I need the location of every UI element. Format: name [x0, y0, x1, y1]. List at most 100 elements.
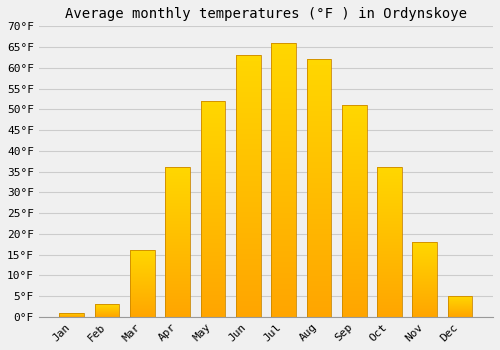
Bar: [236, 149, 260, 155]
Bar: [200, 291, 226, 295]
Bar: [342, 274, 366, 279]
Bar: [236, 186, 260, 191]
Bar: [271, 59, 296, 65]
Bar: [236, 76, 260, 82]
Bar: [236, 254, 260, 259]
Bar: [342, 215, 366, 219]
Bar: [166, 191, 190, 194]
Bar: [271, 120, 296, 125]
Bar: [236, 290, 260, 296]
Bar: [412, 250, 437, 251]
Bar: [412, 303, 437, 305]
Bar: [306, 234, 331, 240]
Bar: [342, 147, 366, 152]
Bar: [200, 269, 226, 274]
Bar: [377, 221, 402, 224]
Bar: [236, 55, 260, 317]
Bar: [236, 259, 260, 265]
Bar: [271, 300, 296, 306]
Bar: [377, 188, 402, 191]
Bar: [448, 306, 472, 307]
Bar: [236, 312, 260, 317]
Bar: [200, 192, 226, 196]
Bar: [342, 245, 366, 249]
Bar: [342, 300, 366, 304]
Bar: [306, 204, 331, 209]
Bar: [236, 170, 260, 176]
Bar: [166, 308, 190, 311]
Bar: [271, 273, 296, 279]
Bar: [236, 233, 260, 238]
Bar: [236, 92, 260, 97]
Bar: [130, 293, 155, 294]
Bar: [342, 114, 366, 118]
Bar: [130, 257, 155, 258]
Bar: [200, 235, 226, 239]
Bar: [342, 109, 366, 114]
Bar: [377, 287, 402, 290]
Bar: [377, 215, 402, 218]
Bar: [377, 269, 402, 272]
Bar: [130, 264, 155, 265]
Bar: [412, 273, 437, 275]
Bar: [271, 257, 296, 262]
Bar: [412, 314, 437, 315]
Bar: [412, 296, 437, 298]
Bar: [236, 244, 260, 249]
Bar: [448, 310, 472, 311]
Bar: [342, 279, 366, 283]
Bar: [342, 152, 366, 156]
Bar: [342, 186, 366, 190]
Bar: [377, 206, 402, 209]
Bar: [130, 274, 155, 276]
Bar: [271, 191, 296, 196]
Bar: [377, 293, 402, 296]
Bar: [236, 97, 260, 103]
Bar: [200, 282, 226, 287]
Bar: [306, 75, 331, 80]
Bar: [200, 313, 226, 317]
Bar: [306, 291, 331, 296]
Bar: [200, 252, 226, 256]
Bar: [271, 163, 296, 169]
Bar: [377, 167, 402, 317]
Bar: [236, 265, 260, 270]
Bar: [94, 304, 120, 317]
Bar: [377, 233, 402, 236]
Bar: [306, 198, 331, 204]
Bar: [271, 289, 296, 295]
Bar: [412, 269, 437, 271]
Bar: [236, 181, 260, 186]
Bar: [200, 131, 226, 135]
Bar: [166, 242, 190, 245]
Bar: [412, 248, 437, 250]
Bar: [166, 230, 190, 233]
Bar: [200, 231, 226, 235]
Bar: [271, 224, 296, 229]
Bar: [377, 305, 402, 308]
Bar: [236, 202, 260, 207]
Bar: [412, 261, 437, 263]
Bar: [412, 311, 437, 312]
Bar: [342, 156, 366, 160]
Bar: [236, 66, 260, 71]
Bar: [377, 290, 402, 293]
Bar: [271, 43, 296, 48]
Bar: [166, 167, 190, 170]
Bar: [130, 262, 155, 264]
Bar: [130, 314, 155, 315]
Bar: [200, 166, 226, 170]
Bar: [130, 265, 155, 266]
Bar: [377, 170, 402, 173]
Bar: [377, 272, 402, 275]
Bar: [377, 278, 402, 281]
Bar: [306, 60, 331, 317]
Bar: [412, 253, 437, 254]
Bar: [200, 170, 226, 174]
Bar: [130, 305, 155, 306]
Bar: [236, 113, 260, 118]
Bar: [412, 308, 437, 309]
Bar: [448, 308, 472, 309]
Bar: [271, 103, 296, 108]
Bar: [412, 279, 437, 281]
